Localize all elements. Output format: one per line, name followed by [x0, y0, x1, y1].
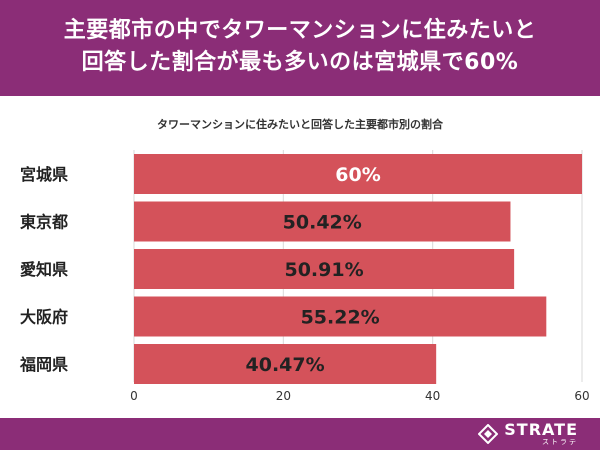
strate-logo: STRATE ストラテ	[478, 421, 578, 447]
x-tick-label: 20	[276, 389, 291, 403]
bar-value-label: 60%	[335, 164, 380, 186]
headline-line-2: 回答した割合が最も多いのは宮城県で60%	[81, 50, 519, 75]
header-banner: 主要都市の中でタワーマンションに住みたいと 回答した割合が最も多いのは宮城県で6…	[0, 0, 600, 96]
category-label: 東京都	[20, 213, 68, 232]
bar	[134, 296, 547, 337]
category-label: 福岡県	[19, 355, 68, 374]
logo-main-text: STRATE	[504, 420, 578, 439]
logo-sub-text: ストラテ	[542, 438, 578, 446]
category-label: 宮城県	[20, 165, 68, 184]
bar	[134, 249, 515, 289]
strate-logo-icon	[478, 424, 499, 444]
x-axis-ticks: 0 20 40 60	[130, 389, 589, 403]
bar-value-label: 55.22%	[301, 307, 380, 329]
chart-title: タワーマンションに住みたいと回答した主要都市別の割合	[157, 117, 444, 131]
x-tick-label: 60	[574, 389, 589, 403]
bar-value-label: 50.91%	[284, 259, 363, 281]
footer-bar: STRATE ストラテ	[0, 418, 600, 450]
x-tick-label: 0	[130, 389, 138, 403]
bar	[134, 154, 582, 194]
bars: 60% 50.42% 50.91% 55.22% 40.47%	[134, 154, 582, 384]
headline-line-1: 主要都市の中でタワーマンションに住みたいと	[63, 18, 537, 43]
bar	[134, 201, 511, 242]
bar-chart: タワーマンションに住みたいと回答した主要都市別の割合 60% 50.42% 50.9…	[19, 117, 590, 403]
x-tick-label: 40	[425, 389, 440, 403]
category-label: 大阪府	[20, 308, 68, 327]
bar-value-label: 40.47%	[246, 354, 325, 376]
bar	[134, 344, 437, 384]
category-label: 愛知県	[20, 260, 68, 279]
bar-value-label: 50.42%	[283, 212, 362, 234]
